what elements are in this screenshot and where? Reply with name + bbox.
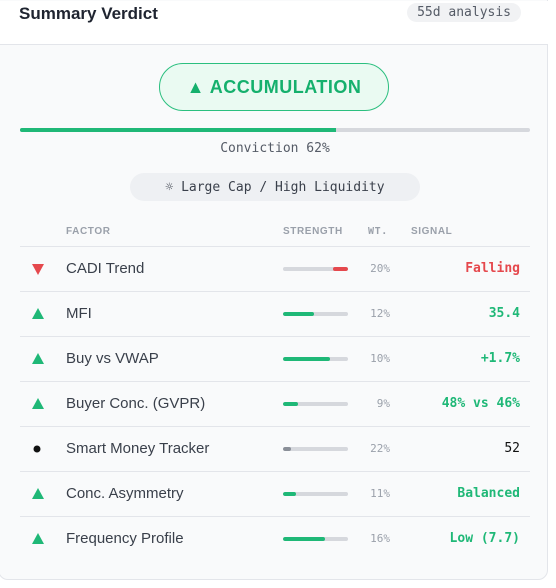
trend-glyph xyxy=(33,445,41,453)
trend-icon xyxy=(32,308,44,319)
trend-icon xyxy=(33,445,41,453)
factor-row: Frequency Profile 16% Low (7.7) xyxy=(20,516,530,562)
column-header: SIGNAL xyxy=(411,226,453,237)
column-header: FACTOR xyxy=(66,226,111,237)
factor-name: Buy vs VWAP xyxy=(66,350,159,367)
trend-icon xyxy=(32,488,44,499)
factor-name: Frequency Profile xyxy=(66,530,184,547)
trend-glyph xyxy=(32,308,44,319)
conviction-fill xyxy=(20,128,337,132)
factor-name: MFI xyxy=(66,305,92,322)
column-header: WT. xyxy=(368,226,388,237)
trend-glyph xyxy=(32,533,44,544)
factor-name: Buyer Conc. (GVPR) xyxy=(66,395,206,412)
weight: 10% xyxy=(370,352,390,365)
factor-row: CADI Trend 20% Falling xyxy=(20,246,530,292)
strength-fill xyxy=(283,402,298,406)
trend-icon xyxy=(32,533,44,544)
verdict-badge: ▲ ACCUMULATION xyxy=(159,63,389,111)
factor-name: Conc. Asymmetry xyxy=(66,485,184,502)
conviction-label: Conviction 62% xyxy=(220,141,330,156)
weight: 12% xyxy=(370,307,390,320)
trend-icon xyxy=(32,264,44,275)
signal: Low (7.7) xyxy=(449,531,520,546)
strength-fill xyxy=(283,357,331,361)
cap-tag: ☼ Large Cap / High Liquidity xyxy=(130,173,420,201)
strength-track xyxy=(283,402,348,406)
trend-glyph xyxy=(32,353,44,364)
strength-track xyxy=(283,447,348,451)
weight: 11% xyxy=(370,487,390,500)
column-header: STRENGTH xyxy=(283,226,343,237)
strength-fill xyxy=(283,537,326,541)
weight: 20% xyxy=(370,262,390,275)
signal: Falling xyxy=(465,261,520,276)
factor-row: Buy vs VWAP 10% +1.7% xyxy=(20,336,530,382)
signal: +1.7% xyxy=(480,351,520,366)
strength-track xyxy=(283,492,348,496)
strength-track xyxy=(283,267,348,271)
factor-row: MFI 12% 35.4 xyxy=(20,291,530,337)
card-header: Summary Verdict 55d analysis xyxy=(0,1,548,45)
conviction-track xyxy=(20,128,530,132)
factor-name: CADI Trend xyxy=(66,260,145,277)
strength-fill xyxy=(283,492,296,496)
trend-icon xyxy=(32,398,44,409)
strength-fill xyxy=(283,447,291,451)
signal: 52 xyxy=(504,441,520,456)
strength-track xyxy=(283,537,348,541)
signal: 35.4 xyxy=(488,306,520,321)
factor-row: Conc. Asymmetry 11% Balanced xyxy=(20,471,530,517)
weight: 9% xyxy=(376,397,390,410)
weight: 22% xyxy=(370,442,390,455)
strength-track xyxy=(283,357,348,361)
strength-track xyxy=(283,312,348,316)
card-title: Summary Verdict xyxy=(19,4,158,23)
factor-name: Smart Money Tracker xyxy=(66,440,210,457)
weight: 16% xyxy=(370,532,390,545)
trend-glyph xyxy=(32,264,44,275)
factor-row: Buyer Conc. (GVPR) 9% 48% vs 46% xyxy=(20,381,530,427)
trend-icon xyxy=(32,353,44,364)
strength-fill xyxy=(333,267,348,271)
strength-fill xyxy=(283,312,314,316)
factor-row: Smart Money Tracker 22% 52 xyxy=(20,426,530,472)
trend-glyph xyxy=(32,488,44,499)
signal: 48% vs 46% xyxy=(441,396,520,411)
signal: Balanced xyxy=(457,486,520,501)
trend-glyph xyxy=(32,398,44,409)
range-badge: 55d analysis xyxy=(407,3,521,22)
